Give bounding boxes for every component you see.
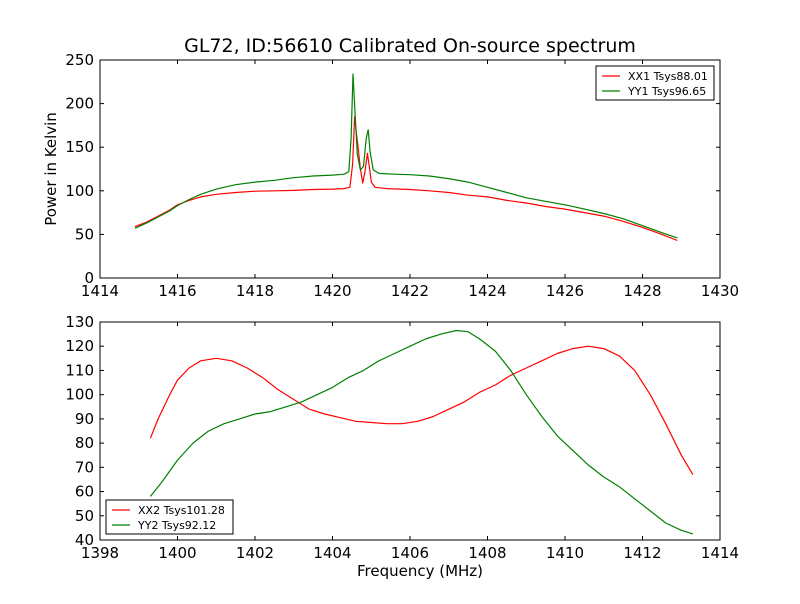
legend: XX1 Tsys88.01 YY1 Tsys96.65 [595, 65, 715, 101]
y-tick-label: 150 [65, 138, 94, 156]
x-tick-label: 1404 [313, 544, 351, 562]
y-tick-label: 200 [65, 95, 94, 113]
legend-label: XX2 Tsys101.28 [138, 504, 225, 517]
legend-label: XX1 Tsys88.01 [628, 70, 708, 83]
x-tick-label: 1430 [701, 282, 739, 300]
top-panel: 1414 1416 1418 1420 1422 1424 1426 1428 1430 0 50 1… [42, 51, 739, 300]
x-tick-label: 1420 [313, 282, 351, 300]
y-tick-label: 70 [75, 458, 94, 476]
bottom-panel: 1398 1400 1402 1404 1406 1408 1410 1412 1414 40 50… [65, 313, 739, 580]
x-tick-label: 1400 [158, 544, 196, 562]
y-tick-label: 0 [84, 269, 94, 287]
x-axis-label: Frequency (MHz) [357, 562, 483, 580]
y-tick-label: 90 [75, 410, 94, 428]
x-tick-label: 1412 [623, 544, 661, 562]
x-tick-label: 1426 [546, 282, 584, 300]
x-tick-label: 1416 [158, 282, 196, 300]
y-tick-label: 120 [65, 337, 94, 355]
x-tick-label: 1406 [391, 544, 429, 562]
y-tick-label: 50 [75, 225, 94, 243]
x-tick-label: 1408 [468, 544, 506, 562]
x-tick-label: 1422 [391, 282, 429, 300]
x-tick-label: 1414 [81, 282, 119, 300]
chart-title: GL72, ID:56610 Calibrated On-source spec… [184, 35, 636, 57]
x-tick-label: 1424 [468, 282, 506, 300]
legend: XX2 Tsys101.28 YY2 Tsys92.12 [105, 499, 234, 535]
series-line-yy [149, 329, 694, 535]
y-tick-label: 40 [75, 531, 94, 549]
y-tick-label: 100 [65, 386, 94, 404]
x-tick-label: 1410 [546, 544, 584, 562]
x-tick-label: 1418 [236, 282, 274, 300]
series-line-yy [134, 73, 678, 239]
x-tick-label: 1398 [81, 544, 119, 562]
x-tick-label: 1402 [236, 544, 274, 562]
x-tick-label: 1414 [701, 544, 739, 562]
x-tick-label: 1428 [623, 282, 661, 300]
legend-box [595, 65, 715, 101]
y-axis-label: Power in Kelvin [42, 112, 60, 226]
y-tick-label: 250 [65, 51, 94, 69]
legend-label: YY1 Tsys96.65 [627, 85, 706, 98]
series-line-xx [149, 345, 694, 475]
y-tick-label: 100 [65, 182, 94, 200]
series-line-xx [134, 116, 678, 242]
legend-box [105, 499, 234, 535]
legend-label: YY2 Tsys92.12 [137, 519, 216, 532]
y-tick-label: 110 [65, 361, 94, 379]
y-tick-label: 80 [75, 434, 94, 452]
y-tick-label: 130 [65, 313, 94, 331]
y-tick-label: 60 [75, 483, 94, 501]
y-tick-label: 50 [75, 507, 94, 525]
